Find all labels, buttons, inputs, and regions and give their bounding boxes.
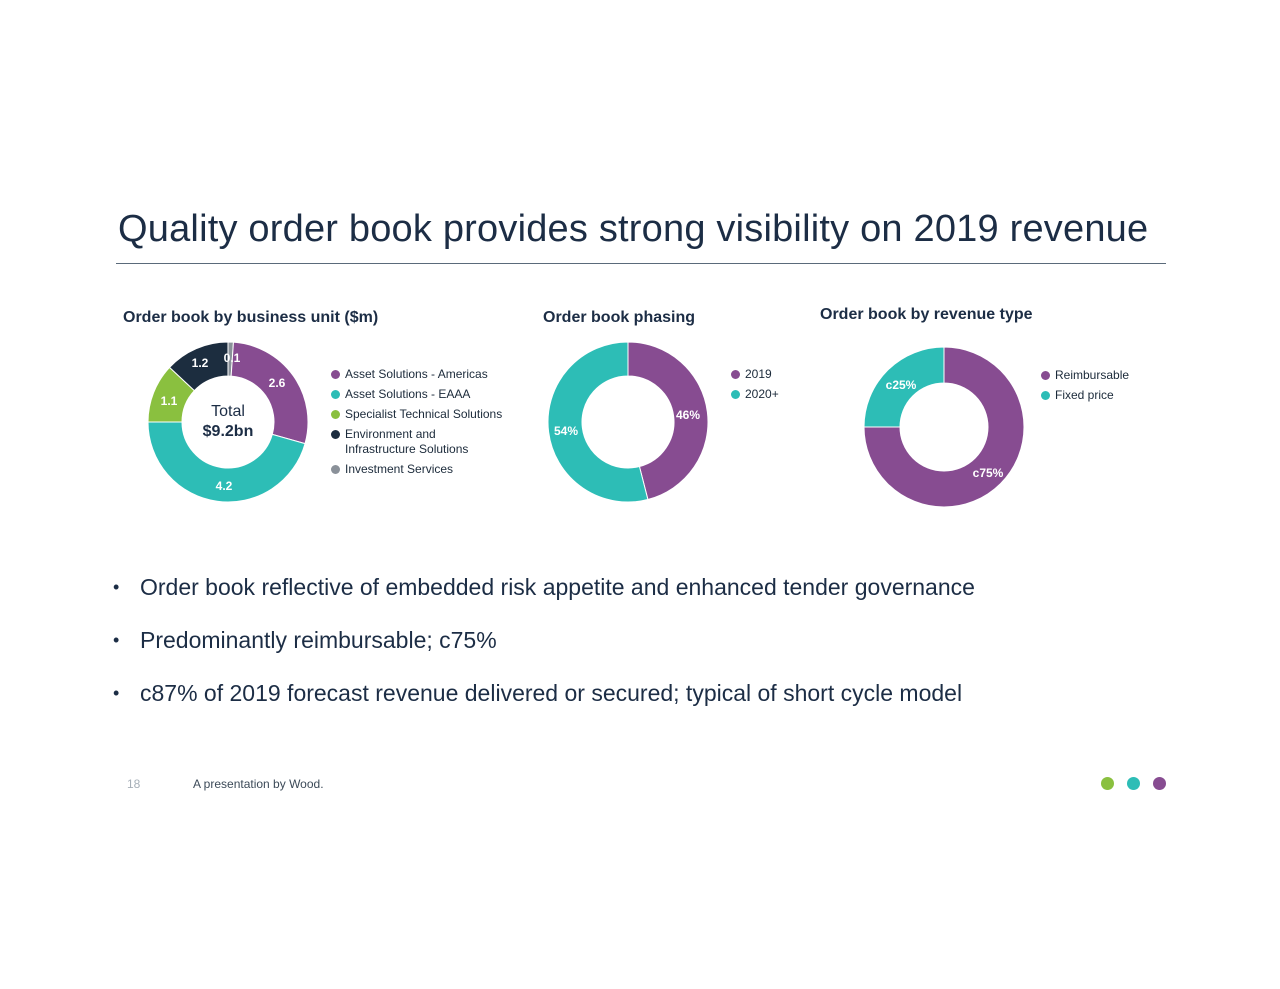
legend-label: 2020+ bbox=[745, 387, 779, 401]
legend-label: Environment and bbox=[345, 427, 436, 441]
phasing-donut-chart: 46% 54% bbox=[547, 341, 709, 503]
legend-item-2019: 2019 bbox=[731, 367, 779, 382]
bullet-point: • c87% of 2019 forecast revenue delivered… bbox=[113, 676, 975, 729]
slice-label-reimbursable: c75% bbox=[973, 466, 1004, 480]
footer-text: A presentation by Wood. bbox=[193, 777, 324, 791]
legend-label: Investment Services bbox=[345, 462, 454, 476]
donut-center-total-label: Total bbox=[211, 403, 245, 420]
brand-dot-green bbox=[1101, 777, 1114, 790]
revenue-type-donut-chart: c75% c25% bbox=[863, 346, 1025, 508]
legend-item-2020: 2020+ bbox=[731, 387, 779, 402]
page-title: Quality order book provides strong visib… bbox=[118, 208, 1149, 250]
legend-item-reimbursable: Reimbursable bbox=[1041, 368, 1129, 383]
bullet-symbol: • bbox=[113, 577, 120, 597]
legend-swatch bbox=[731, 390, 740, 399]
legend-swatch bbox=[1041, 391, 1050, 400]
slice-label-asset-solutions-americas: 2.6 bbox=[269, 376, 286, 390]
business-unit-legend: Asset Solutions - Americas Asset Solution… bbox=[331, 367, 502, 482]
slice-asset-solutions-eaaa bbox=[147, 421, 306, 503]
chart-title-revenue-type: Order book by revenue type bbox=[820, 306, 1033, 323]
legend-item-asset-solutions-americas: Asset Solutions - Americas bbox=[331, 367, 502, 382]
legend-swatch bbox=[1041, 371, 1050, 380]
slice-label-2020: 54% bbox=[554, 424, 578, 438]
bullet-text: c87% of 2019 forecast revenue delivered … bbox=[140, 680, 963, 706]
slice-2019 bbox=[627, 341, 709, 501]
legend-label: Asset Solutions - Americas bbox=[345, 367, 488, 381]
legend-label: Infrastructure Solutions bbox=[345, 442, 469, 456]
slice-asset-solutions-americas bbox=[230, 341, 309, 445]
title-divider bbox=[116, 263, 1166, 264]
legend-label: 2019 bbox=[745, 367, 772, 381]
legend-item-environment-and-infrastructure-solutions: Environment and Infrastructure Solutions bbox=[331, 427, 502, 457]
bullet-point: • Order book reflective of embedded risk … bbox=[113, 570, 975, 623]
bullet-symbol: • bbox=[113, 683, 120, 703]
page-number: 18 bbox=[127, 777, 141, 791]
legend-swatch bbox=[331, 390, 340, 399]
business-unit-donut-chart: 0.1 2.6 4.2 1.1 1.2 Total $9.2bn bbox=[147, 341, 309, 503]
legend-item-fixed-price: Fixed price bbox=[1041, 388, 1129, 403]
slice-fixed-price bbox=[863, 346, 945, 428]
legend-item-investment-services: Investment Services bbox=[331, 462, 502, 477]
legend-label: Asset Solutions - EAAA bbox=[345, 387, 471, 401]
legend-label: Reimbursable bbox=[1055, 368, 1130, 382]
slice-label-investment-services: 0.1 bbox=[224, 351, 241, 365]
bullet-text: Predominantly reimbursable; c75% bbox=[140, 627, 497, 653]
slice-label-specialist-technical-solutions: 1.1 bbox=[161, 394, 178, 408]
slice-environment-and-infrastructure-solutions bbox=[168, 341, 229, 392]
legend-label: Fixed price bbox=[1055, 388, 1114, 402]
legend-swatch bbox=[331, 465, 340, 474]
key-points-list: • Order book reflective of embedded risk … bbox=[113, 570, 975, 729]
legend-label: Specialist Technical Solutions bbox=[345, 407, 503, 421]
legend-swatch bbox=[331, 410, 340, 419]
slice-reimbursable bbox=[863, 346, 1025, 508]
legend-swatch bbox=[731, 370, 740, 379]
slice-label-environment-and-infrastructure-solutions: 1.2 bbox=[192, 356, 209, 370]
brand-dot-teal bbox=[1127, 777, 1140, 790]
revenue-type-legend: Reimbursable Fixed price bbox=[1041, 368, 1129, 408]
bullet-text: Order book reflective of embedded risk a… bbox=[140, 574, 975, 600]
legend-item-asset-solutions-eaaa: Asset Solutions - EAAA bbox=[331, 387, 502, 402]
slice-label-fixed-price: c25% bbox=[886, 378, 917, 392]
legend-swatch bbox=[331, 370, 340, 379]
bullet-point: • Predominantly reimbursable; c75% bbox=[113, 623, 975, 676]
slice-label-2019: 46% bbox=[676, 408, 700, 422]
phasing-legend: 2019 2020+ bbox=[731, 367, 779, 407]
legend-item-specialist-technical-solutions: Specialist Technical Solutions bbox=[331, 407, 502, 422]
chart-title-phasing: Order book phasing bbox=[543, 309, 696, 326]
legend-swatch bbox=[331, 430, 340, 439]
bullet-symbol: • bbox=[113, 630, 120, 650]
chart-title-business-unit: Order book by business unit ($m) bbox=[123, 309, 379, 326]
donut-center-total-value: $9.2bn bbox=[203, 423, 254, 440]
brand-dot-purple bbox=[1153, 777, 1166, 790]
slice-2020 bbox=[547, 341, 649, 503]
slice-label-asset-solutions-eaaa: 4.2 bbox=[216, 479, 233, 493]
